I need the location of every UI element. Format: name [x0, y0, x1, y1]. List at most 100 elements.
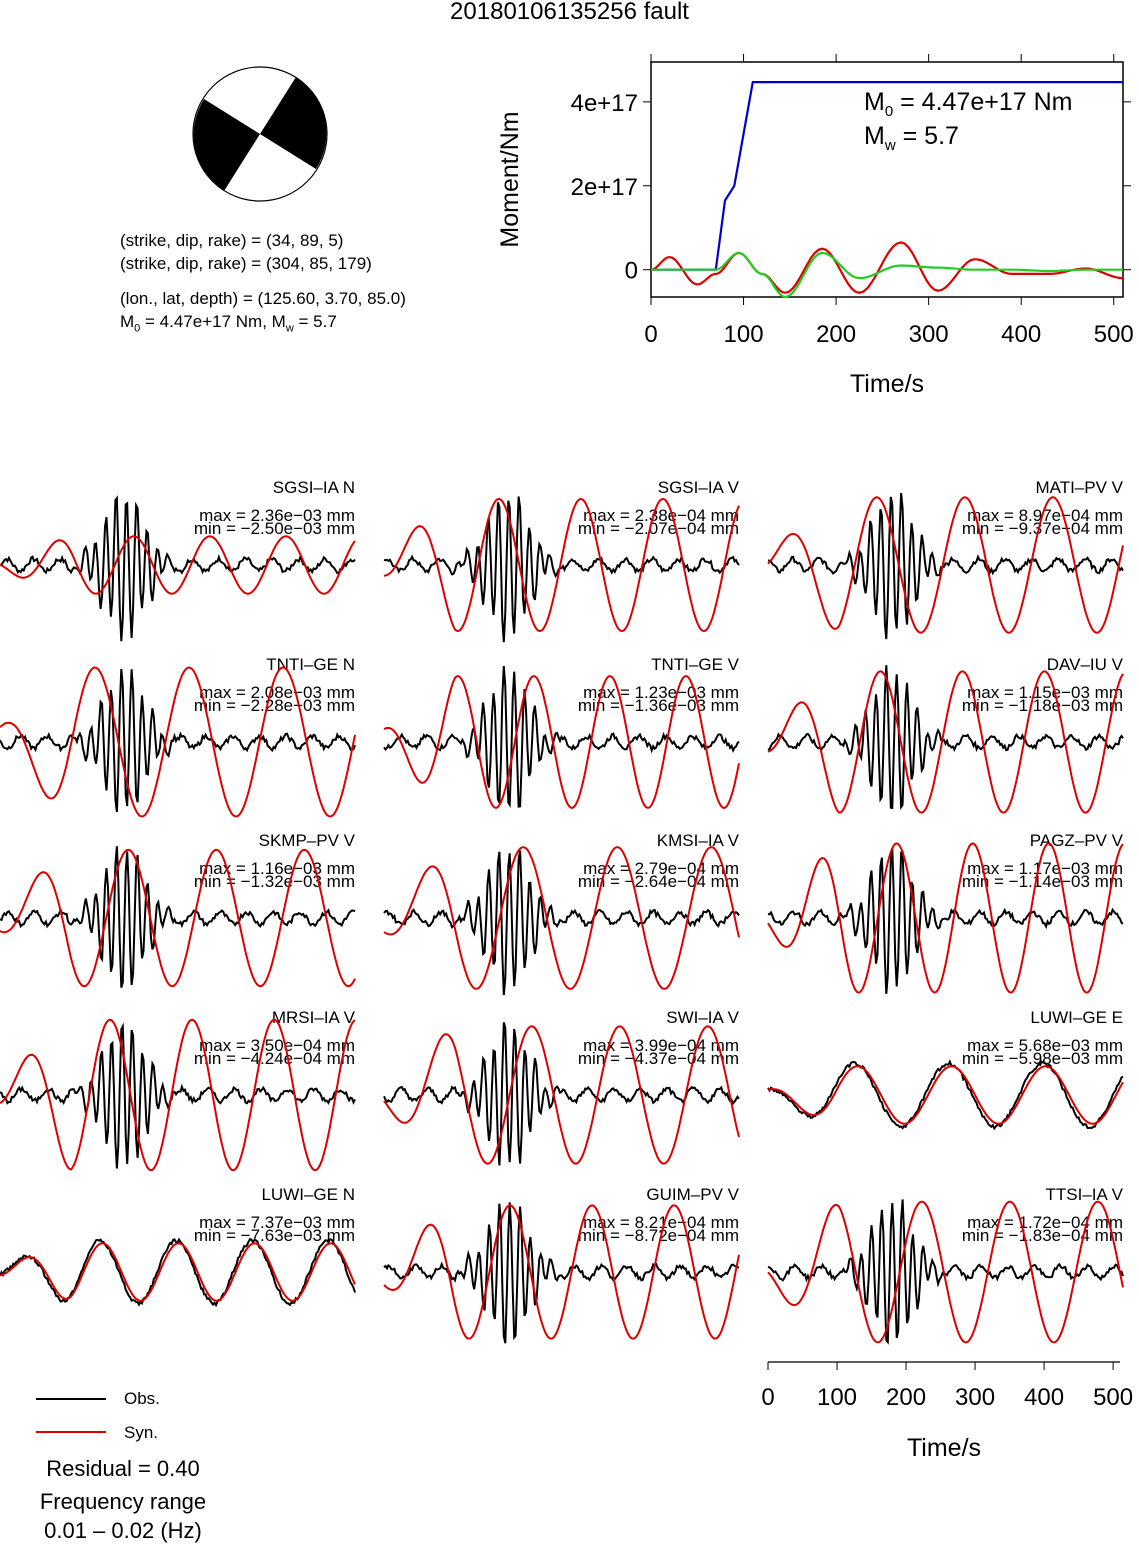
station-name-label: TTSI–IA V	[1046, 1185, 1124, 1204]
station-max-label: max = 1.23e−03 mm	[583, 683, 739, 702]
station-name-label: PAGZ–PV V	[1030, 831, 1124, 850]
mechanism-line-3: (lon., lat, depth) = (125.60, 3.70, 85.0…	[120, 289, 406, 308]
wave-xtick-label: 400	[1024, 1384, 1064, 1411]
station-name-label: SWI–IA V	[666, 1008, 739, 1027]
synthetic-trace	[767, 670, 1124, 814]
focal-mechanism-beachball	[192, 66, 328, 202]
synthetic-trace	[383, 675, 740, 809]
wave-xtick-label: 500	[1093, 1384, 1133, 1411]
synthetic-trace	[767, 1200, 1124, 1344]
station-min-label: min = −1.32e−03 mm	[194, 872, 355, 891]
page-title: 20180106135256 fault	[450, 0, 689, 25]
frequency-range-value: 0.01 – 0.02 (Hz)	[44, 1518, 202, 1543]
station-min-label: min = −2.28e−03 mm	[194, 696, 355, 715]
wave-xlabel: Time/s	[907, 1434, 981, 1462]
station-name-label: MRSI–IA V	[272, 1008, 356, 1027]
station-name-label: SKMP–PV V	[259, 831, 356, 850]
station-min-label: min = −4.24e−04 mm	[194, 1049, 355, 1068]
mechanism-line-2: (strike, dip, rake) = (304, 85, 179)	[120, 254, 372, 273]
station-name-label: SGSI–IA N	[273, 478, 355, 497]
station-max-label: max = 2.08e−03 mm	[199, 683, 355, 702]
station-name-label: KMSI–IA V	[657, 831, 740, 850]
observed-trace	[767, 665, 1124, 811]
moment-ylabel: Moment/Nm	[496, 111, 524, 247]
m0-value: = 4.47e+17 Nm, M	[140, 312, 286, 331]
m0-symbol: M	[120, 312, 135, 331]
beachball-quadrant-east	[260, 77, 327, 169]
station-name-label: MATI–PV V	[1035, 478, 1123, 497]
moment-xtick-label: 100	[724, 321, 764, 348]
observed-trace	[0, 846, 356, 988]
moment-xtick-label: 500	[1094, 321, 1134, 348]
legend-syn-label: Syn.	[124, 1423, 159, 1442]
synthetic-trace	[0, 535, 356, 595]
station-max-label: max = 1.17e−03 mm	[967, 859, 1123, 878]
m0-subscript: 0	[134, 322, 141, 335]
station-min-label: min = −8.72e−04 mm	[578, 1226, 739, 1245]
mechanism-line-4: M0 = 4.47e+17 Nm, Mw = 5.7	[120, 311, 337, 339]
station-name-label: TNTI–GE V	[651, 655, 740, 674]
station-min-label: min = −5.98e−03 mm	[962, 1049, 1123, 1068]
station-max-label: max = 2.36e−03 mm	[199, 506, 355, 525]
station-name-label: DAV–IU V	[1047, 655, 1124, 674]
observed-trace	[383, 496, 740, 643]
mw-subscript: w	[285, 322, 294, 335]
moment-xlabel: Time/s	[850, 370, 924, 398]
observed-trace	[383, 850, 740, 996]
beachball-quadrant-west	[193, 99, 260, 191]
station-min-label: min = −1.36e−03 mm	[578, 696, 739, 715]
synthetic-trace	[767, 496, 1124, 634]
moment-xtick-label: 400	[1001, 321, 1041, 348]
station-max-label: max = 3.99e−04 mm	[583, 1036, 739, 1055]
station-name-label: TNTI–GE N	[266, 655, 355, 674]
observed-trace	[383, 1202, 740, 1344]
station-max-label: max = 8.97e−04 mm	[967, 506, 1123, 525]
legend-obs-label: Obs.	[124, 1389, 160, 1408]
station-name-label: LUWI–GE E	[1030, 1008, 1123, 1027]
synthetic-trace	[0, 848, 356, 988]
wave-xtick-label: 0	[761, 1384, 774, 1411]
synthetic-trace	[383, 846, 740, 990]
station-name-label: LUWI–GE N	[261, 1185, 355, 1204]
moment-ytick-label: 0	[625, 258, 638, 285]
mechanism-line-1: (strike, dip, rake) = (34, 89, 5)	[120, 231, 344, 250]
moment-annot-m0: M0 = 4.47e+17 Nm	[864, 88, 1072, 120]
station-min-label: min = −2.50e−03 mm	[194, 519, 355, 538]
station-min-label: min = −7.63e−03 mm	[194, 1226, 355, 1245]
observed-trace	[767, 1199, 1124, 1345]
residual-label: Residual = 0.40	[46, 1456, 200, 1481]
station-min-label: min = −1.83e−04 mm	[962, 1226, 1123, 1245]
moment-annot-mw: Mw = 5.7	[864, 122, 959, 154]
synthetic-trace	[0, 1242, 356, 1302]
station-name-label: GUIM–PV V	[646, 1185, 739, 1204]
station-max-label: max = 3.50e−04 mm	[199, 1036, 355, 1055]
station-max-label: max = 8.21e−04 mm	[583, 1213, 739, 1232]
legend-lines	[36, 1398, 106, 1433]
observed-trace	[383, 666, 740, 808]
observed-trace	[0, 495, 356, 642]
station-max-label: max = 1.72e−04 mm	[967, 1213, 1123, 1232]
station-min-label: min = −1.18e−03 mm	[962, 696, 1123, 715]
station-min-label: min = −9.37e−04 mm	[962, 519, 1123, 538]
moment-chart: 0 2e+17 4e+17 0 100 200 300 400 500 Time/s Moment/…	[496, 54, 1134, 398]
observed-trace	[0, 1237, 356, 1308]
moment-series-green	[651, 251, 1123, 299]
synthetic-trace	[383, 1204, 740, 1340]
synthetic-trace	[383, 1025, 740, 1165]
synthetic-trace	[383, 497, 740, 633]
moment-ytick-label: 4e+17	[571, 90, 638, 117]
mw-value: = 5.7	[293, 312, 337, 331]
moment-ytick-label: 2e+17	[571, 174, 638, 201]
observed-trace	[0, 669, 356, 813]
station-min-label: min = −2.64e−04 mm	[578, 872, 739, 891]
station-min-label: min = −2.07e−04 mm	[578, 519, 739, 538]
observed-trace	[383, 1022, 740, 1166]
synthetic-trace	[767, 1065, 1124, 1125]
synthetic-trace	[0, 1018, 356, 1172]
wave-xtick-label: 200	[886, 1384, 926, 1411]
synthetic-trace	[0, 666, 356, 818]
synthetic-trace	[767, 842, 1124, 994]
frequency-range-label: Frequency range	[39, 1489, 207, 1514]
station-max-label: max = 7.37e−03 mm	[199, 1213, 355, 1232]
